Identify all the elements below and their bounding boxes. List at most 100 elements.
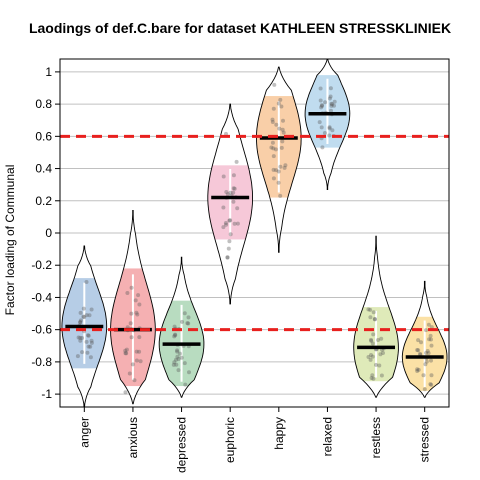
y-tick-label: 0.6 [35, 129, 52, 143]
violin-depressed [158, 256, 205, 398]
data-point [276, 169, 281, 174]
x-tick-label-relaxed: relaxed [320, 417, 334, 456]
data-point [323, 100, 328, 105]
data-point [328, 94, 333, 99]
data-point [322, 131, 327, 135]
data-point [272, 82, 277, 87]
data-point [269, 145, 274, 150]
y-tick-label: -1 [41, 387, 52, 401]
data-point [187, 370, 191, 375]
data-point [234, 159, 239, 164]
data-point [279, 104, 284, 109]
data-point [418, 351, 423, 356]
data-point [130, 362, 135, 367]
data-point [415, 348, 420, 352]
data-point [123, 351, 128, 356]
data-point [327, 126, 332, 131]
data-point [381, 351, 385, 355]
data-point [332, 99, 337, 104]
data-point [318, 86, 323, 91]
data-point [89, 307, 94, 312]
data-point [134, 349, 139, 354]
data-point [428, 333, 433, 338]
data-point [224, 222, 229, 227]
data-point [366, 307, 371, 312]
data-point [328, 86, 333, 91]
data-point [228, 232, 233, 237]
data-point [232, 186, 237, 191]
x-tick-label-depressed: depressed [175, 417, 189, 473]
x-tick-label-anxious: anxious [126, 417, 140, 458]
y-tick-label: -0.8 [31, 355, 52, 369]
data-point [276, 180, 281, 185]
data-point [134, 358, 139, 363]
data-point [416, 367, 421, 372]
data-point [276, 101, 281, 106]
data-point [320, 145, 325, 150]
data-point [369, 337, 373, 342]
data-point [281, 130, 286, 135]
data-point [177, 351, 182, 356]
violin-anxious [110, 209, 156, 405]
data-point [329, 103, 334, 108]
y-axis-label: Factor loading of Communal [3, 165, 17, 316]
data-point [231, 190, 236, 195]
data-point [175, 354, 180, 359]
data-point [421, 373, 426, 378]
data-point [416, 348, 421, 353]
data-point [171, 362, 176, 367]
data-point [330, 102, 335, 107]
data-point [175, 349, 180, 354]
data-point [419, 340, 423, 345]
data-point [429, 343, 434, 348]
data-point [278, 164, 283, 169]
data-point [82, 315, 87, 320]
data-point [136, 293, 141, 298]
data-point [88, 355, 93, 360]
x-tick-label-euphoric: euphoric [223, 417, 237, 463]
data-point [429, 337, 433, 342]
data-point [84, 313, 89, 318]
y-tick-label: 1 [45, 65, 52, 79]
violin-outline [401, 280, 448, 398]
data-point [231, 199, 236, 204]
data-point [232, 221, 237, 226]
data-point [429, 325, 434, 330]
data-point [172, 360, 177, 365]
data-point [378, 352, 383, 357]
data-point [78, 320, 83, 325]
data-point [228, 190, 233, 195]
data-point [179, 355, 184, 360]
data-point [80, 336, 85, 340]
data-point [368, 307, 373, 312]
violin-anger [61, 245, 108, 408]
x-tick-label-restless: restless [369, 417, 383, 458]
data-point [415, 369, 420, 373]
data-point [274, 122, 279, 127]
data-point [132, 378, 137, 383]
axes: 1 0.8 0.6 0.4 0.2 0 -0.2 -0.4 -0.6 -0.8 -1 anger anx… [31, 58, 450, 473]
data-point [231, 186, 236, 191]
data-point [319, 105, 324, 110]
violin-relaxed [304, 58, 351, 190]
data-point [280, 127, 285, 132]
data-point [84, 280, 89, 284]
data-point [370, 341, 375, 346]
data-point [226, 246, 231, 251]
data-point [86, 344, 91, 349]
data-point [133, 298, 138, 303]
y-tick-label: 0.8 [35, 97, 52, 111]
data-point [426, 322, 431, 327]
data-point [320, 104, 325, 108]
data-point [80, 350, 85, 355]
x-tick-label-stressed: stressed [418, 417, 432, 462]
data-point [129, 311, 134, 316]
data-point [125, 291, 130, 295]
data-point [180, 319, 184, 324]
data-point [137, 349, 142, 354]
data-point [124, 351, 129, 356]
y-tick-label: -0.2 [31, 258, 52, 272]
data-point [369, 376, 374, 380]
data-point [282, 165, 287, 170]
data-point [271, 146, 276, 151]
